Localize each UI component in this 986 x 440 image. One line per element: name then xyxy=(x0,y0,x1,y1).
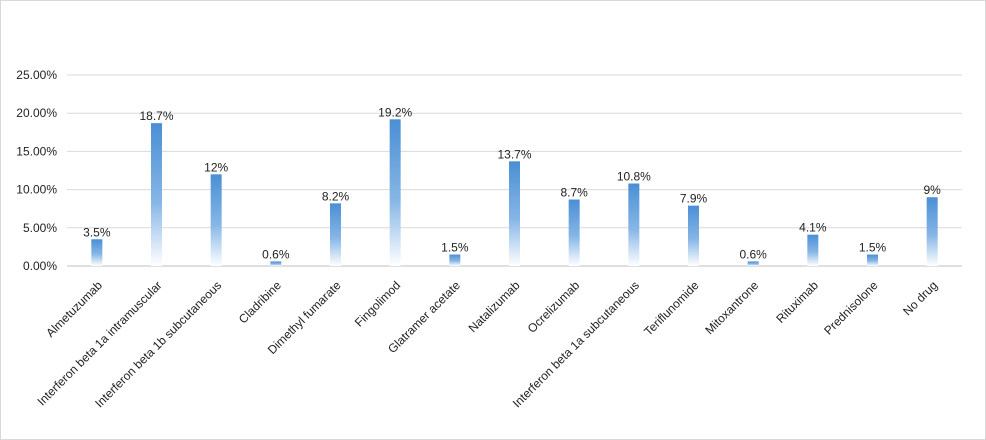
category-label: Cladribine xyxy=(236,278,284,326)
bar xyxy=(449,254,461,266)
category-label: Interferon beta 1a subcutaneous xyxy=(510,278,642,410)
data-label: 18.7% xyxy=(139,109,173,123)
data-label: 10.8% xyxy=(617,169,651,183)
data-label: 19.2% xyxy=(378,105,412,119)
category-label: Interferon beta 1b subcutaneous xyxy=(92,278,224,410)
bar xyxy=(151,123,162,266)
bar xyxy=(389,119,401,266)
data-label: 7.9% xyxy=(680,192,708,206)
data-labels: 3.5% 18.7% 12% 0.6% 8.2% 19.2% 1.5% 13.7% 8.7% 10… xyxy=(83,105,941,261)
bar xyxy=(210,174,222,266)
category-label: Rituximab xyxy=(773,278,821,326)
category-label: Interferon beta 1a intramuscular xyxy=(34,278,164,408)
category-label: Teriflunomide xyxy=(641,278,702,339)
y-tick-label: 25.00% xyxy=(16,68,57,82)
bar xyxy=(628,183,640,266)
category-label: Mitoxantrone xyxy=(702,278,761,337)
bar xyxy=(91,239,103,266)
y-tick-label: 0.00% xyxy=(23,259,57,273)
bar xyxy=(867,254,878,266)
data-label: 1.5% xyxy=(441,241,469,255)
data-label: 3.5% xyxy=(83,225,111,239)
data-label: 8.7% xyxy=(560,186,588,200)
bar xyxy=(747,261,759,266)
category-label: Prednisolone xyxy=(821,278,881,338)
y-axis-ticks: 0.00% 5.00% 10.00% 15.00% 20.00% 25.00% xyxy=(16,68,57,273)
bar xyxy=(270,261,282,266)
data-label: 12% xyxy=(204,160,228,174)
y-tick-label: 15.00% xyxy=(16,144,57,158)
category-label: Ocrelizumab xyxy=(525,278,583,336)
y-tick-label: 20.00% xyxy=(16,106,57,120)
category-label: No drug xyxy=(900,278,940,318)
category-label: Natalizumab xyxy=(466,278,523,335)
bar xyxy=(926,197,938,266)
y-tick-label: 5.00% xyxy=(23,221,57,235)
data-label: 0.6% xyxy=(262,247,290,261)
bars xyxy=(91,119,938,266)
data-label: 8.2% xyxy=(322,189,350,203)
bar xyxy=(330,203,341,266)
data-label: 13.7% xyxy=(497,147,531,161)
bar xyxy=(568,199,580,266)
data-label: 1.5% xyxy=(859,241,887,255)
category-label: Fingolimod xyxy=(352,278,403,329)
category-label: Almetuzumab xyxy=(43,278,105,340)
data-label: 9% xyxy=(923,183,941,197)
bar xyxy=(509,161,520,266)
data-label: 4.1% xyxy=(799,221,827,235)
bar xyxy=(807,234,819,266)
data-label: 0.6% xyxy=(739,247,767,261)
bar xyxy=(688,205,699,266)
y-tick-label: 10.00% xyxy=(16,183,57,197)
